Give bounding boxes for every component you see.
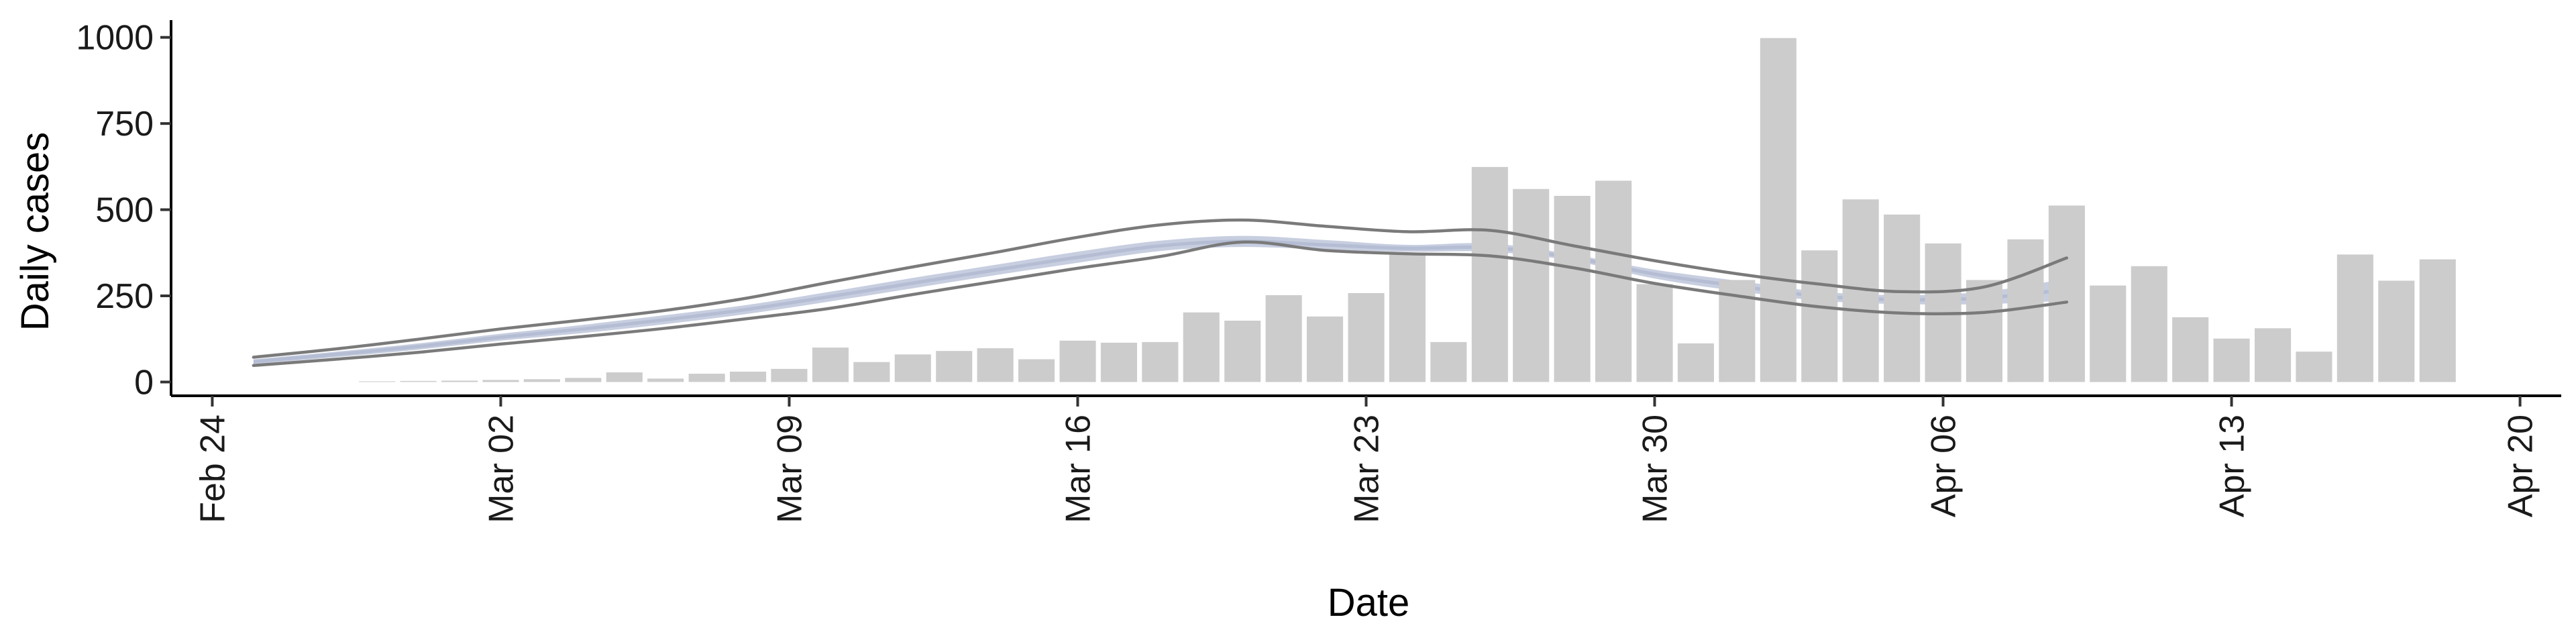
bar-2020-03-09 [771, 368, 808, 382]
x-tick-label-2020-03-30: Mar 30 [1636, 415, 1675, 523]
bar-2020-04-16 [2337, 254, 2373, 382]
x-tick-label-2020-02-24: Feb 24 [193, 415, 232, 523]
bar-2020-02-29 [400, 380, 437, 382]
x-tick-label-2020-04-06: Apr 06 [1925, 415, 1964, 517]
x-axis-title: Date [1328, 581, 1410, 625]
bar-2020-03-10 [812, 347, 849, 382]
bar-2020-04-17 [2378, 280, 2415, 382]
x-tick-label-2020-04-20: Apr 20 [2502, 415, 2540, 517]
axes: 0 250 500 750 1000 Feb 24 Mar 02 Mar 09 Mar 16 Ma… [76, 19, 2561, 523]
y-tick-label-750: 750 [95, 105, 154, 144]
y-tick-label-500: 500 [95, 191, 154, 230]
bar-2020-04-12 [2172, 317, 2209, 382]
x-tick-label-2020-03-23: Mar 23 [1348, 415, 1387, 523]
bar-2020-03-17 [1100, 342, 1137, 382]
y-axis-title: Daily cases [13, 132, 57, 331]
bar-2020-04-18 [2419, 259, 2456, 382]
x-tick-label-2020-03-02: Mar 02 [482, 415, 521, 523]
bar-2020-03-19 [1183, 312, 1220, 382]
bar-2020-03-23 [1348, 292, 1385, 382]
bar-2020-03-28 [1554, 196, 1591, 382]
estimate-line-1 [252, 218, 2069, 359]
bar-2020-03-02 [482, 380, 519, 382]
x-tick-label-2020-03-09: Mar 09 [771, 415, 810, 523]
bar-2020-03-22 [1307, 316, 1344, 382]
bar-2020-04-11 [2131, 266, 2167, 382]
bar-2020-03-06 [647, 378, 684, 382]
y-tick-label-0: 0 [134, 363, 154, 402]
bar-2020-04-05 [1884, 214, 1921, 382]
bar-2020-04-10 [2090, 285, 2127, 382]
bar-2020-04-15 [2296, 352, 2332, 382]
bar-2020-03-01 [441, 380, 478, 382]
bar-2020-04-13 [2213, 338, 2250, 382]
bar-2020-03-08 [730, 372, 767, 382]
bar-2020-03-12 [894, 354, 931, 382]
bar-2020-03-03 [523, 379, 560, 382]
y-tick-label-1000: 1000 [76, 19, 154, 58]
bar-2020-04-02 [1760, 38, 1796, 382]
estimate-line-layer [252, 218, 2069, 368]
bar-2020-03-25 [1430, 341, 1467, 382]
bar-2020-03-04 [565, 378, 602, 382]
y-tick-label-250: 250 [95, 277, 154, 316]
bar-2020-03-07 [688, 374, 725, 382]
x-tick-label-2020-03-16: Mar 16 [1059, 415, 1098, 523]
bar-layer [359, 38, 2456, 382]
bar-2020-03-11 [853, 362, 890, 382]
bar-2020-03-14 [977, 348, 1014, 382]
bar-2020-04-14 [2255, 328, 2292, 382]
bar-2020-04-07 [1966, 280, 2002, 382]
bar-2020-03-16 [1059, 340, 1096, 382]
bar-2020-03-24 [1389, 254, 1426, 382]
bar-2020-03-27 [1513, 189, 1550, 382]
bar-2020-03-26 [1471, 166, 1508, 382]
bar-2020-03-18 [1142, 341, 1179, 382]
bar-2020-03-13 [936, 351, 973, 382]
bar-2020-03-20 [1224, 321, 1261, 382]
bar-2020-03-15 [1018, 359, 1055, 382]
bar-2020-04-03 [1801, 250, 1838, 382]
bar-2020-03-31 [1677, 343, 1714, 382]
estimate-line-2 [252, 240, 2069, 368]
bar-2020-02-28 [359, 381, 396, 382]
bar-2020-03-05 [606, 372, 643, 382]
bar-2020-03-21 [1265, 295, 1302, 382]
bar-2020-03-30 [1636, 284, 1673, 382]
bar-2020-03-29 [1595, 180, 1632, 382]
bar-2020-04-09 [2048, 205, 2085, 382]
x-tick-label-2020-04-13: Apr 13 [2213, 415, 2252, 517]
